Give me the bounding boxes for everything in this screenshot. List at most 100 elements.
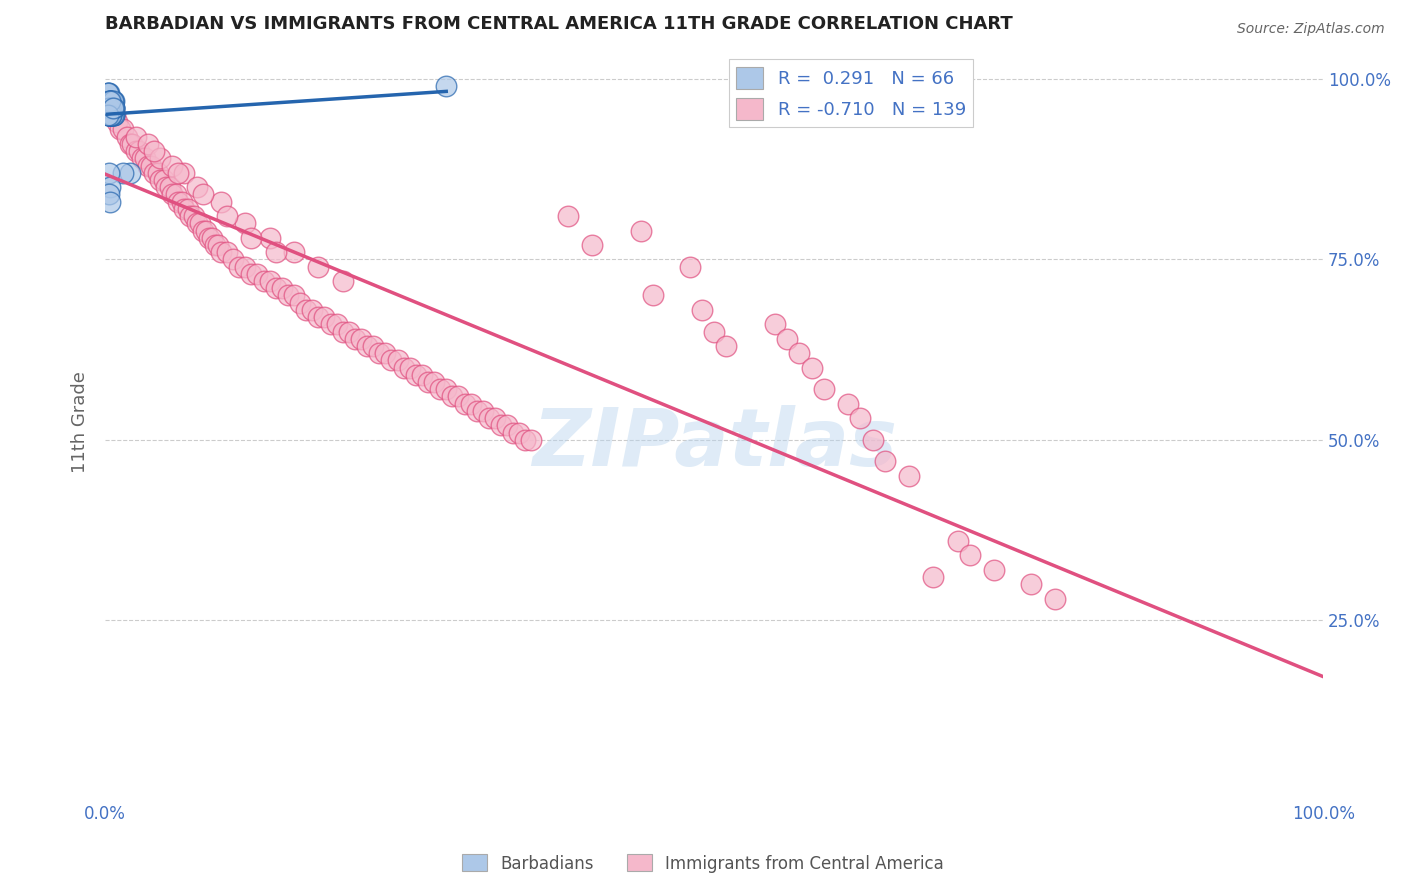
- Point: [252, 274, 274, 288]
- Point: [630, 223, 652, 237]
- Point: [356, 339, 378, 353]
- Point: [392, 360, 415, 375]
- Point: [361, 339, 384, 353]
- Point: [97, 101, 120, 115]
- Point: [97, 94, 120, 108]
- Point: [100, 94, 122, 108]
- Point: [97, 108, 120, 122]
- Point: [100, 108, 122, 122]
- Point: [307, 310, 329, 325]
- Point: [104, 108, 127, 122]
- Point: [142, 144, 165, 158]
- Point: [332, 274, 354, 288]
- Point: [496, 418, 519, 433]
- Point: [319, 318, 342, 332]
- Point: [100, 108, 122, 122]
- Point: [101, 108, 124, 122]
- Point: [146, 166, 169, 180]
- Point: [703, 325, 725, 339]
- Point: [98, 108, 121, 122]
- Point: [134, 152, 156, 166]
- Point: [195, 223, 218, 237]
- Legend: R =  0.291   N = 66, R = -0.710   N = 139: R = 0.291 N = 66, R = -0.710 N = 139: [728, 60, 973, 127]
- Point: [520, 433, 543, 447]
- Point: [98, 94, 121, 108]
- Point: [100, 101, 122, 115]
- Point: [240, 231, 263, 245]
- Point: [97, 101, 120, 115]
- Point: [170, 194, 193, 209]
- Point: [789, 346, 811, 360]
- Point: [152, 173, 174, 187]
- Point: [165, 187, 187, 202]
- Point: [405, 368, 427, 382]
- Point: [101, 101, 124, 115]
- Point: [398, 360, 420, 375]
- Point: [97, 101, 120, 115]
- Point: [98, 94, 121, 108]
- Point: [557, 209, 579, 223]
- Point: [101, 101, 124, 115]
- Point: [191, 223, 214, 237]
- Point: [283, 245, 305, 260]
- Point: [149, 152, 172, 166]
- Point: [100, 101, 122, 115]
- Point: [97, 108, 120, 122]
- Point: [325, 318, 347, 332]
- Point: [209, 245, 232, 260]
- Point: [100, 94, 122, 108]
- Point: [515, 433, 537, 447]
- Point: [97, 87, 120, 101]
- Point: [471, 404, 494, 418]
- Point: [141, 159, 163, 173]
- Point: [103, 108, 125, 122]
- Point: [101, 101, 124, 115]
- Point: [277, 288, 299, 302]
- Point: [149, 173, 172, 187]
- Point: [270, 281, 292, 295]
- Point: [103, 94, 125, 108]
- Point: [197, 231, 219, 245]
- Point: [97, 101, 120, 115]
- Point: [423, 375, 446, 389]
- Point: [98, 94, 121, 108]
- Point: [188, 216, 211, 230]
- Point: [97, 94, 120, 108]
- Point: [131, 152, 153, 166]
- Point: [98, 94, 121, 108]
- Point: [447, 390, 470, 404]
- Point: [837, 397, 859, 411]
- Point: [301, 302, 323, 317]
- Point: [98, 108, 121, 122]
- Point: [100, 108, 122, 122]
- Point: [350, 332, 373, 346]
- Point: [118, 166, 141, 180]
- Point: [502, 425, 524, 440]
- Point: [246, 267, 269, 281]
- Point: [380, 353, 402, 368]
- Point: [97, 87, 120, 101]
- Point: [97, 87, 120, 101]
- Point: [215, 209, 238, 223]
- Point: [101, 101, 124, 115]
- Point: [112, 166, 135, 180]
- Point: [259, 274, 281, 288]
- Point: [228, 260, 250, 274]
- Point: [124, 144, 146, 158]
- Point: [690, 302, 713, 317]
- Point: [186, 216, 208, 230]
- Point: [307, 260, 329, 274]
- Point: [478, 411, 501, 425]
- Point: [209, 194, 232, 209]
- Point: [215, 245, 238, 260]
- Point: [484, 411, 506, 425]
- Point: [159, 180, 181, 194]
- Point: [101, 108, 124, 122]
- Point: [460, 397, 482, 411]
- Point: [100, 101, 122, 115]
- Point: [813, 382, 835, 396]
- Point: [160, 187, 183, 202]
- Point: [101, 108, 124, 122]
- Point: [489, 418, 512, 433]
- Point: [98, 108, 121, 122]
